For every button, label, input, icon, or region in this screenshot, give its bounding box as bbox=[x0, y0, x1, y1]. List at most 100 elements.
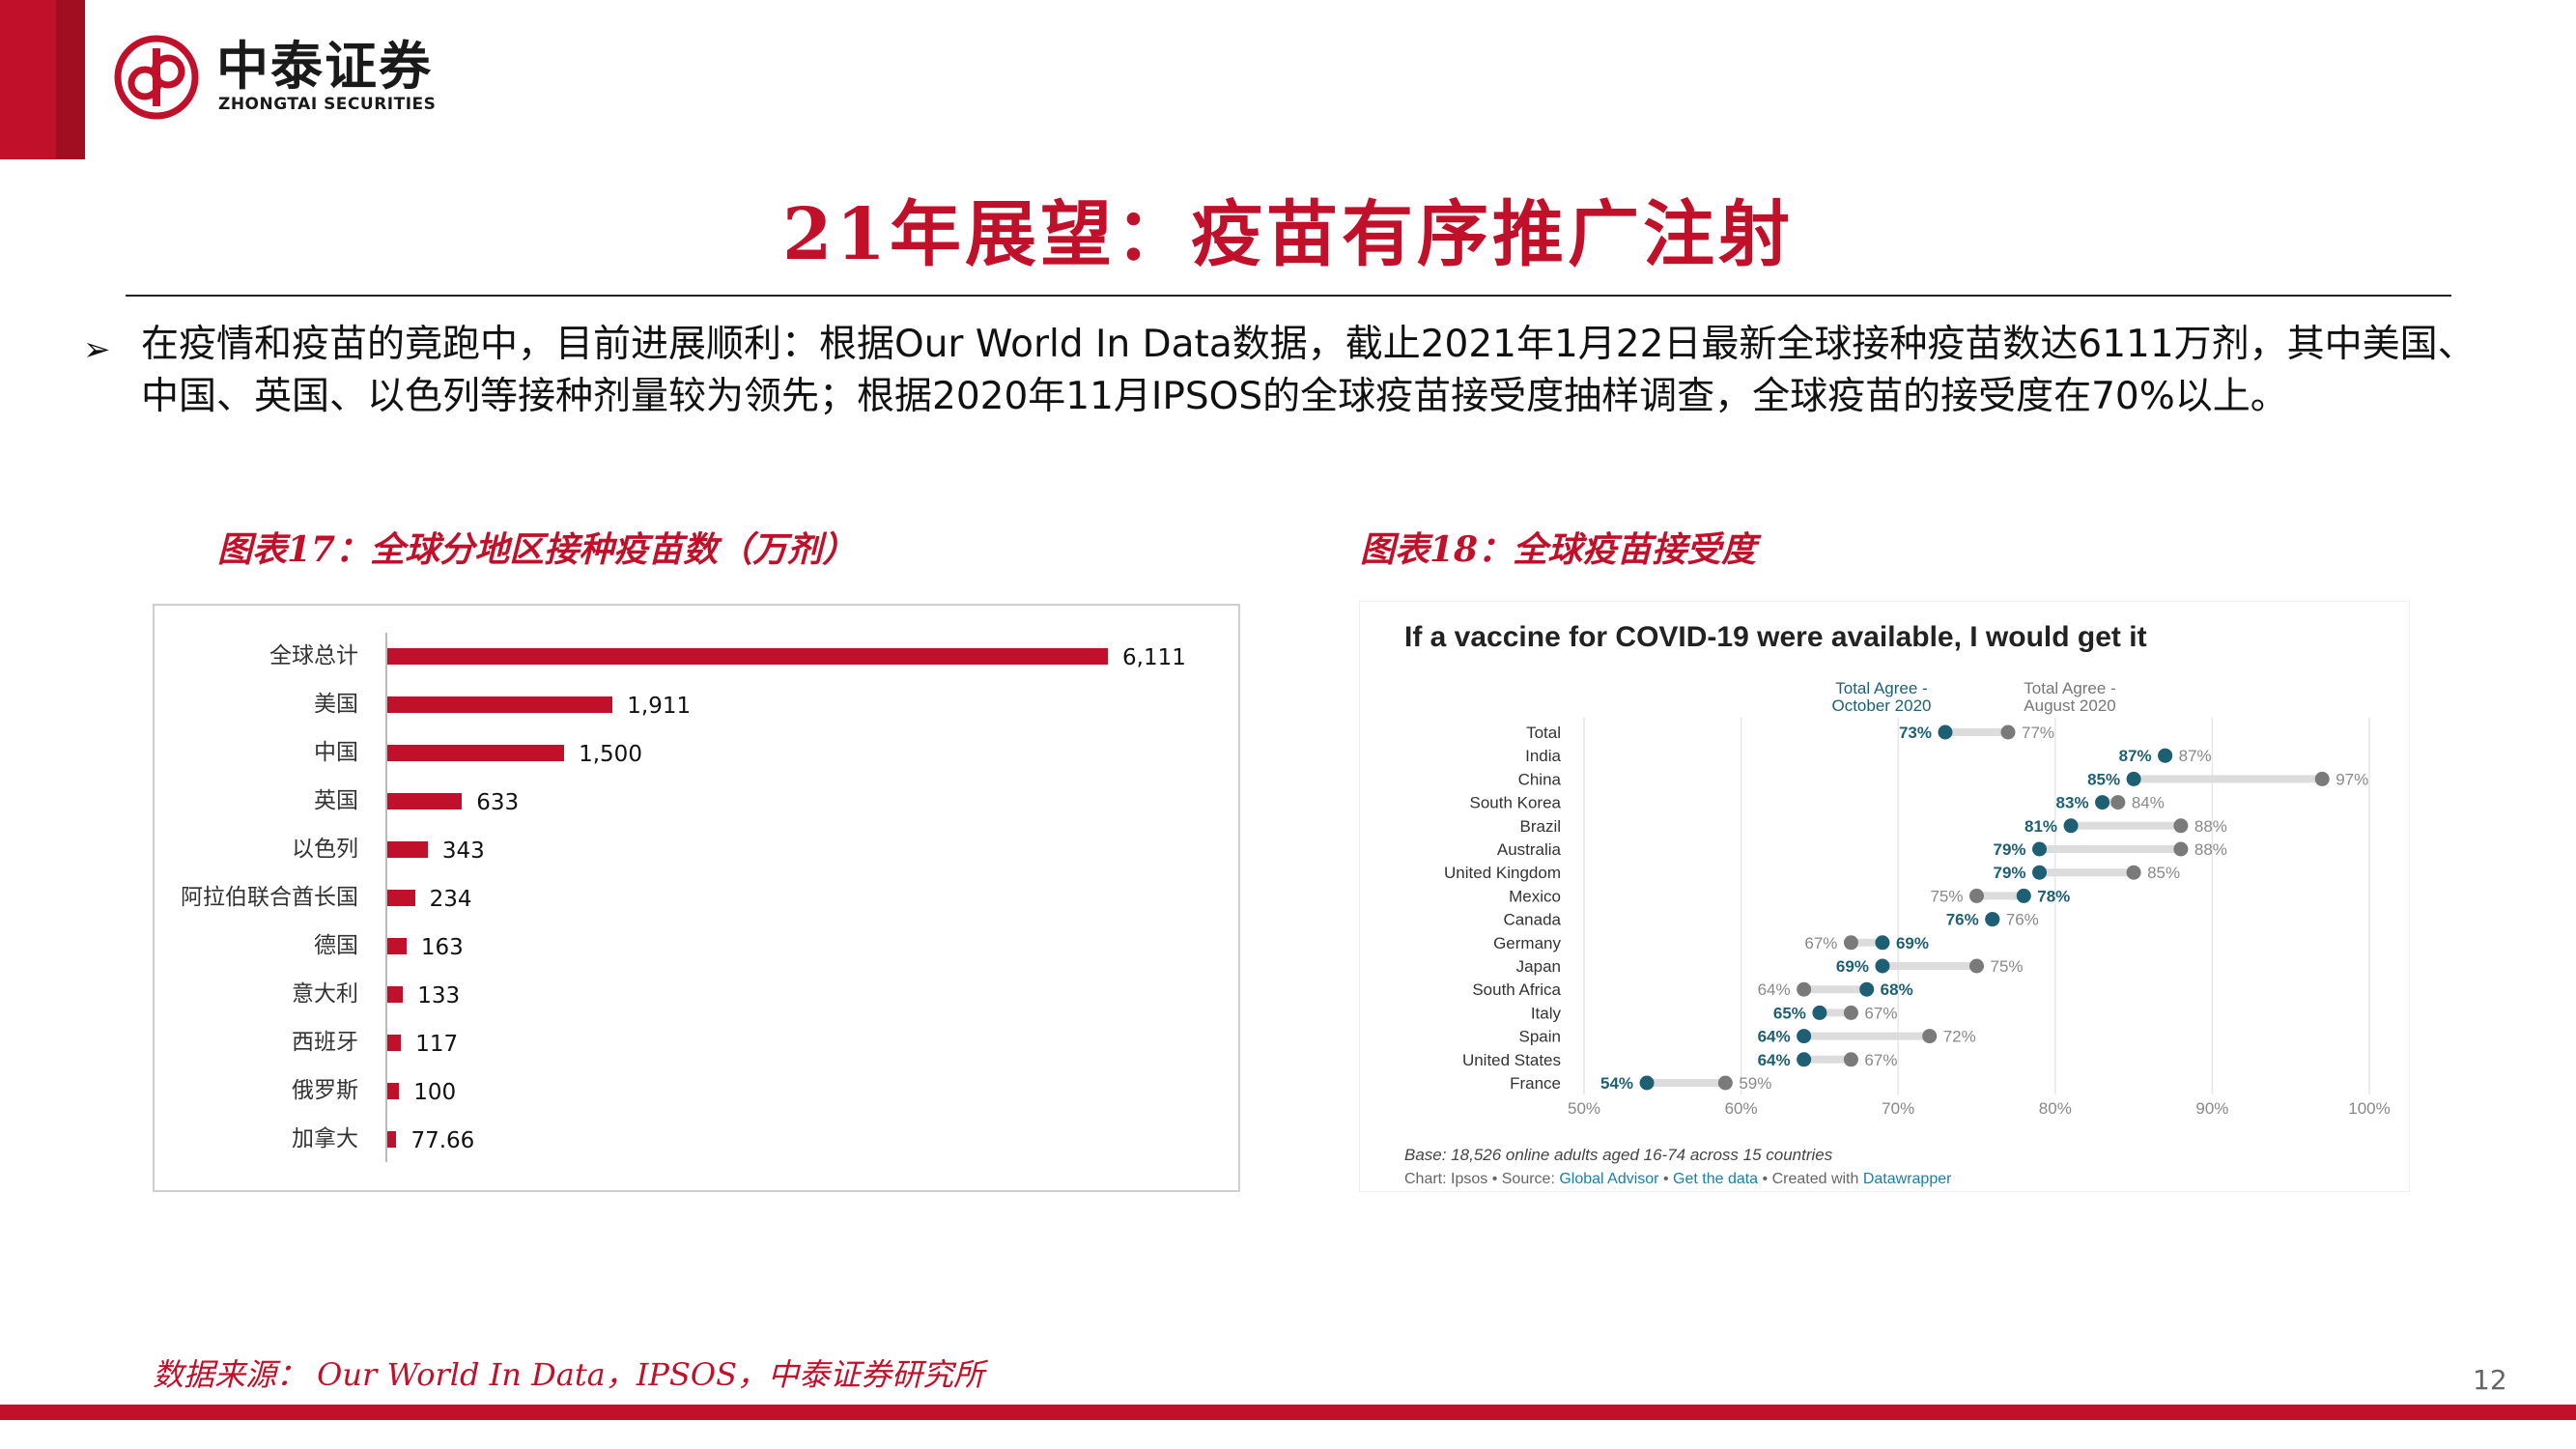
legend-august-label: Total Agree - bbox=[2024, 679, 2115, 697]
country-label: Italy bbox=[1531, 1004, 1562, 1022]
august-dot bbox=[2173, 818, 2189, 834]
x-tick-label: 50% bbox=[1568, 1099, 1600, 1118]
october-dot bbox=[1875, 935, 1890, 951]
october-value-label: 64% bbox=[1758, 1051, 1791, 1069]
x-tick-label: 80% bbox=[2039, 1099, 2072, 1118]
october-value-label: 78% bbox=[2037, 887, 2070, 905]
credit-sep2: • Created with bbox=[1758, 1171, 1863, 1187]
bar bbox=[387, 841, 428, 858]
title-divider bbox=[126, 295, 2451, 297]
august-value-label: 88% bbox=[2194, 840, 2227, 859]
august-value-label: 59% bbox=[1739, 1074, 1771, 1093]
credit-prefix: Chart: Ipsos • Source: bbox=[1404, 1171, 1559, 1187]
october-value-label: 64% bbox=[1758, 1028, 1791, 1046]
august-value-label: 67% bbox=[1804, 934, 1837, 952]
x-tick-label: 100% bbox=[2348, 1099, 2390, 1118]
get-the-data-link[interactable]: Get the data bbox=[1673, 1171, 1758, 1187]
bar bbox=[387, 1035, 402, 1051]
bar-category-label: 意大利 bbox=[292, 981, 358, 1007]
bar-category-label: 西班牙 bbox=[292, 1030, 358, 1055]
bar bbox=[387, 696, 613, 713]
country-label: South Korea bbox=[1469, 794, 1561, 812]
arrow-bullet-icon: ➢ bbox=[83, 330, 111, 369]
bar bbox=[387, 938, 407, 954]
october-value-label: 87% bbox=[2119, 747, 2152, 765]
october-dot bbox=[1938, 724, 1953, 740]
credit-sep1: • bbox=[1659, 1171, 1674, 1187]
bar-value-label: 133 bbox=[417, 983, 461, 1009]
august-value-label: 77% bbox=[2022, 724, 2054, 742]
bar-value-label: 117 bbox=[415, 1032, 459, 1057]
zhongtai-logo-icon bbox=[114, 35, 199, 120]
october-dot bbox=[2032, 865, 2048, 880]
august-value-label: 75% bbox=[1930, 887, 1963, 905]
october-dot bbox=[1985, 912, 2000, 927]
bar-category-label: 全球总计 bbox=[269, 643, 358, 668]
brand-name-en: ZHONGTAI SECURITIES bbox=[218, 95, 437, 114]
august-dot bbox=[1969, 888, 1984, 903]
country-label: Spain bbox=[1519, 1028, 1561, 1046]
october-dot bbox=[2063, 818, 2079, 834]
august-value-label: 72% bbox=[1943, 1028, 1976, 1046]
bar-category-label: 加拿大 bbox=[292, 1126, 358, 1151]
august-dot bbox=[1922, 1029, 1938, 1044]
october-dot bbox=[2016, 888, 2031, 903]
october-value-label: 73% bbox=[1899, 724, 1932, 742]
datawrapper-link[interactable]: Datawrapper bbox=[1863, 1171, 1952, 1187]
brand-logo: 中泰证券 ZHONGTAI SECURITIES bbox=[114, 35, 462, 131]
figure18-caption: 图表18：全球疫苗接受度 bbox=[1360, 529, 1757, 570]
october-value-label: 79% bbox=[1994, 840, 2026, 859]
bar-category-label: 俄罗斯 bbox=[292, 1078, 358, 1103]
country-label: Australia bbox=[1497, 840, 1562, 859]
october-dot bbox=[2158, 748, 2173, 763]
august-dot bbox=[1843, 935, 1858, 951]
october-value-label: 68% bbox=[1881, 980, 1913, 999]
x-tick-label: 90% bbox=[2195, 1099, 2228, 1118]
bar-value-label: 6,111 bbox=[1122, 645, 1186, 670]
october-value-label: 85% bbox=[2087, 770, 2120, 788]
october-dot bbox=[2095, 795, 2110, 810]
legend-october-label: Total Agree - bbox=[1835, 679, 1927, 697]
august-dot bbox=[1969, 958, 1984, 974]
country-label: India bbox=[1525, 747, 1561, 765]
october-dot bbox=[2032, 841, 2048, 857]
bar-value-label: 633 bbox=[476, 790, 520, 815]
bar bbox=[387, 1083, 400, 1099]
october-dot bbox=[1812, 1005, 1827, 1020]
bar bbox=[387, 890, 415, 906]
august-dot bbox=[2000, 724, 2016, 740]
august-value-label: 84% bbox=[2132, 794, 2165, 812]
country-label: Mexico bbox=[1509, 887, 1561, 905]
bar bbox=[387, 648, 1108, 665]
october-value-label: 54% bbox=[1600, 1074, 1633, 1093]
august-value-label: 85% bbox=[2147, 864, 2180, 882]
october-dot bbox=[1797, 1029, 1812, 1044]
figure17-caption: 图表17：全球分地区接种疫苗数（万剂） bbox=[217, 529, 858, 570]
october-dot bbox=[1639, 1075, 1655, 1091]
vaccination-bar-chart bbox=[153, 604, 1240, 1192]
dot-plot-credit: Chart: Ipsos • Source: Global Advisor • … bbox=[1404, 1171, 1952, 1187]
bar-value-label: 77.66 bbox=[410, 1128, 475, 1153]
bar-category-label: 以色列 bbox=[292, 837, 358, 862]
country-label: United Kingdom bbox=[1444, 864, 1561, 882]
intro-paragraph: 在疫情和疫苗的竟跑中，目前进展顺利：根据Our World In Data数据，… bbox=[141, 323, 2476, 418]
legend-october-label: October 2020 bbox=[1831, 696, 1931, 715]
august-dot bbox=[2110, 795, 2126, 810]
august-dot bbox=[1843, 1052, 1858, 1067]
bar-category-label: 英国 bbox=[314, 788, 358, 813]
october-dot bbox=[2126, 771, 2141, 786]
august-value-label: 97% bbox=[2335, 770, 2368, 788]
august-dot bbox=[1843, 1005, 1858, 1020]
global-advisor-link[interactable]: Global Advisor bbox=[1559, 1171, 1659, 1187]
october-value-label: 65% bbox=[1773, 1004, 1806, 1022]
bar-value-label: 234 bbox=[429, 887, 472, 912]
corner-accent-bar bbox=[0, 0, 85, 159]
october-value-label: 83% bbox=[2056, 794, 2089, 812]
country-label: Germany bbox=[1493, 934, 1561, 952]
dot-plot-x-ticks: 50% 60% 70% 80% 90% 100% bbox=[1568, 1099, 2391, 1118]
august-value-label: 75% bbox=[1991, 957, 2024, 976]
october-value-label: 69% bbox=[1836, 957, 1869, 976]
country-label: China bbox=[1518, 770, 1562, 788]
dot-plot-rows: Total 73% 77% India 87% 87% China 85% 97% South K… bbox=[1444, 724, 2368, 1093]
